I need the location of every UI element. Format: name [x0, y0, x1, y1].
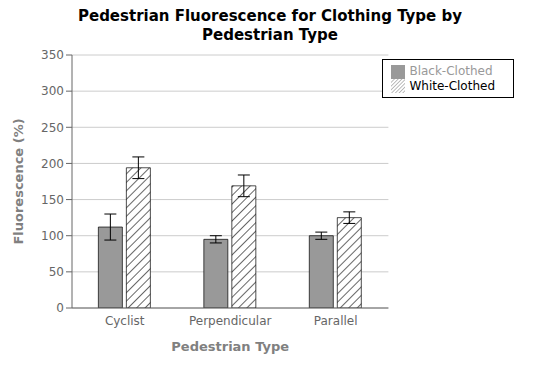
svg-text:350: 350	[41, 48, 64, 62]
svg-text:150: 150	[41, 193, 64, 207]
svg-text:250: 250	[41, 121, 64, 135]
html-text:Pedestrian Fluorescence for Cl: Pedestrian Fluorescence for Clothing Typ…	[78, 7, 462, 25]
svg-text:50: 50	[49, 265, 64, 279]
svg-text:0: 0	[56, 301, 64, 315]
svg-text:Parallel: Parallel	[314, 314, 358, 328]
svg-text:Pedestrian Type: Pedestrian Type	[171, 339, 289, 354]
html-text:Pedestrian Type: Pedestrian Type	[202, 26, 338, 44]
svg-text:Fluorescence (%): Fluorescence (%)	[11, 118, 26, 244]
svg-text:Perpendicular: Perpendicular	[189, 314, 272, 328]
svg-text:300: 300	[41, 84, 64, 98]
svg-text:100: 100	[41, 229, 64, 243]
html-text:Black-Clothed: Black-Clothed	[409, 64, 493, 78]
html-text:White-Clothed: White-Clothed	[409, 78, 495, 93]
svg-text:200: 200	[41, 157, 64, 171]
svg-text:Cyclist: Cyclist	[105, 314, 145, 328]
